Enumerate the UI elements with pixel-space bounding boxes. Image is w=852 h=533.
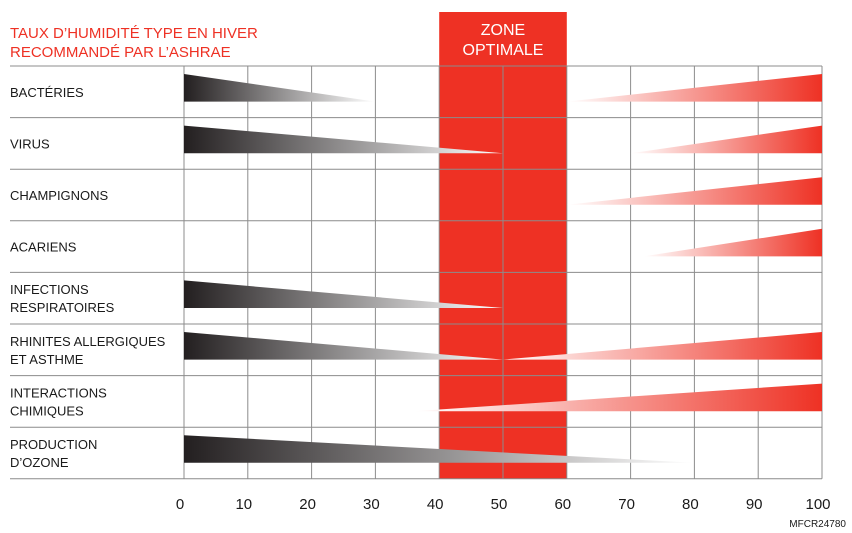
x-tick-80: 80 <box>682 496 699 513</box>
x-tick-70: 70 <box>618 496 635 513</box>
category-label-6-0: INTERACTIONS <box>10 385 107 400</box>
x-tick-30: 30 <box>363 496 380 513</box>
zone-label-line-2: OPTIMALE <box>463 42 544 59</box>
x-tick-100: 100 <box>805 496 830 513</box>
category-label-7-1: D’OZONE <box>10 455 69 470</box>
wedge-high-6 <box>413 383 822 412</box>
wedge-low-4 <box>184 280 503 308</box>
row-dividers <box>10 65 822 480</box>
category-label-6-1: CHIMIQUES <box>10 403 84 418</box>
wedge-low-0 <box>184 74 376 102</box>
category-label-2-0: CHAMPIGNONS <box>10 188 109 203</box>
category-label-5-0: RHINITES ALLERGIQUES <box>10 334 166 349</box>
x-tick-60: 60 <box>554 496 571 513</box>
category-label-4-0: INFECTIONS <box>10 282 89 297</box>
wedge-high-0 <box>566 74 822 102</box>
category-label-7-0: PRODUCTION <box>10 437 97 452</box>
category-label-4-1: RESPIRATOIRES <box>10 300 115 315</box>
x-tick-10: 10 <box>235 496 252 513</box>
x-axis-ticks: 0 10 20 30 40 50 60 70 80 90 100 <box>176 496 831 513</box>
x-tick-90: 90 <box>746 496 763 513</box>
x-tick-40: 40 <box>427 496 444 513</box>
wedge-low-5 <box>184 332 503 360</box>
category-label-5-1: ET ASTHME <box>10 352 84 367</box>
wedge-high-2 <box>566 177 822 205</box>
wedge-high-1 <box>630 125 822 154</box>
chart-title-line-2: RECOMMANDÉ PAR L’ASHRAE <box>10 44 231 61</box>
category-label-3-0: ACARIENS <box>10 240 77 255</box>
zone-label-line-1: ZONE <box>481 22 525 39</box>
category-label-0-0: BACTÉRIES <box>10 85 84 100</box>
wedge-high-5 <box>503 332 822 360</box>
x-tick-0: 0 <box>176 496 184 513</box>
x-tick-50: 50 <box>491 496 508 513</box>
wedge-low-1 <box>184 125 503 154</box>
risk-wedges <box>184 74 822 463</box>
wedge-high-3 <box>643 228 822 257</box>
wedge-low-7 <box>184 435 695 463</box>
figure-code: MFCR24780 <box>789 519 846 530</box>
chart-title-line-1: TAUX D’HUMIDITÉ TYPE EN HIVER <box>10 25 258 42</box>
category-labels: BACTÉRIES VIRUS CHAMPIGNONS ACARIENS INFECTI… <box>10 85 166 470</box>
category-label-1-0: VIRUS <box>10 136 50 151</box>
x-tick-20: 20 <box>299 496 316 513</box>
